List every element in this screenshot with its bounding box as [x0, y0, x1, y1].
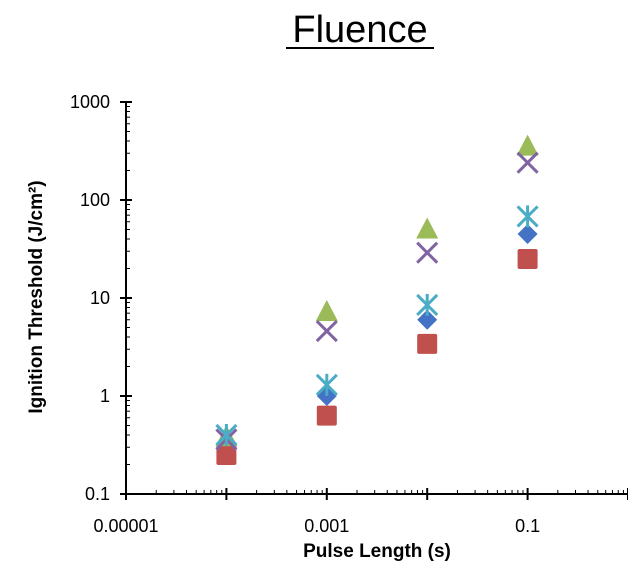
data-point-square — [216, 445, 237, 466]
data-point-diamond — [517, 223, 538, 244]
y-tick-label: 1000 — [70, 92, 110, 112]
data-point-x — [516, 151, 539, 174]
data-point-asterisk — [315, 373, 338, 396]
y-tick-label: 100 — [80, 190, 110, 210]
data-point-square — [517, 249, 538, 270]
y-tick-label: 1 — [100, 386, 110, 406]
axes: 1000 100 10 1 0.1 0.00001 0.001 0.1 — [70, 92, 628, 536]
data-point-square — [417, 333, 438, 354]
data-point-triangle — [315, 299, 338, 321]
data-point-x — [416, 241, 439, 264]
x-tick-label: 0.1 — [515, 516, 540, 536]
x-tick-label: 0.001 — [304, 516, 349, 536]
data-points — [215, 134, 539, 466]
data-point-triangle — [516, 134, 539, 156]
y-tick-label: 10 — [90, 288, 110, 308]
y-tick-label: 0.1 — [85, 484, 110, 504]
x-tick-label: 0.00001 — [93, 516, 158, 536]
chart-title: Fluence — [292, 9, 427, 51]
data-point-asterisk — [215, 423, 238, 447]
data-point-triangle — [416, 217, 439, 239]
data-point-asterisk — [416, 293, 439, 316]
data-point-x — [315, 319, 338, 343]
y-axis-label: Ignition Threshold (J/cm²) — [26, 180, 47, 413]
x-axis-label: Pulse Length (s) — [303, 541, 451, 562]
data-point-diamond — [417, 309, 438, 330]
data-point-asterisk — [516, 205, 539, 228]
data-point-square — [316, 405, 337, 426]
